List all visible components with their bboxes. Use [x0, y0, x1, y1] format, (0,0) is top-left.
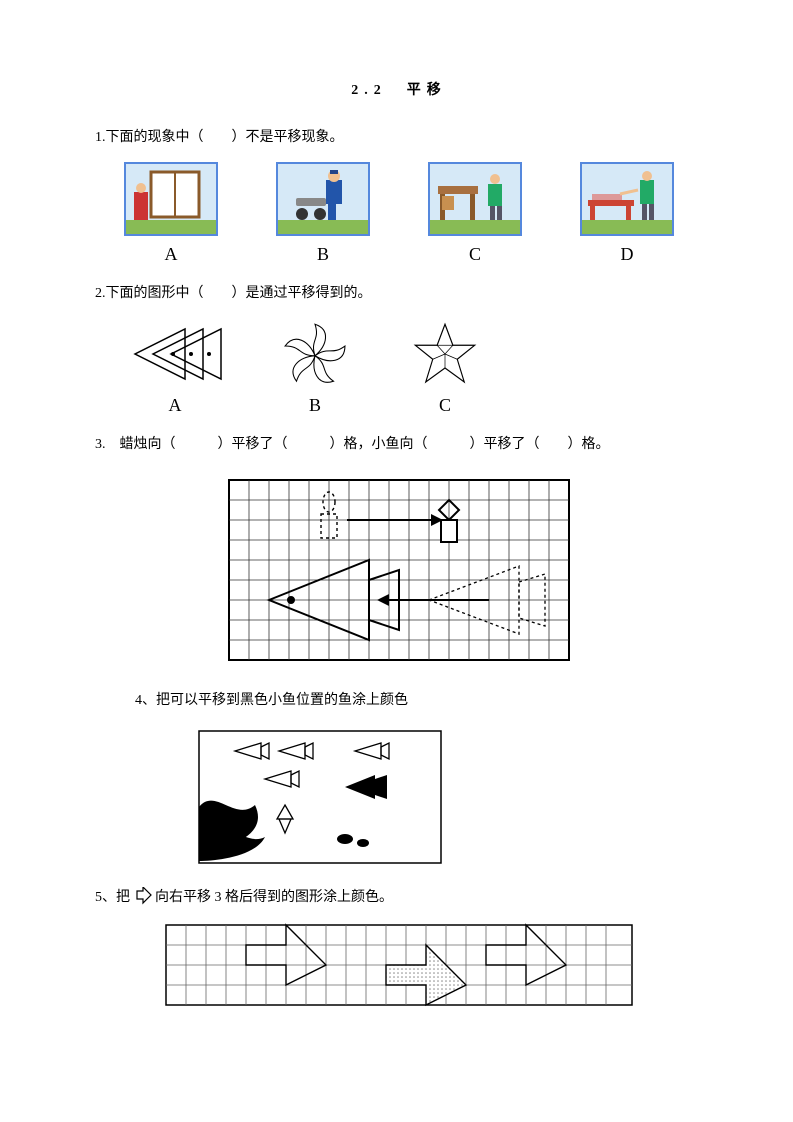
q2-choice-b: B — [275, 319, 355, 420]
q3-text: 3. 蜡烛向（ ）平移了（ ）格，小鱼向（ ）平移了（ ）格。 — [95, 434, 703, 456]
q1-img-c — [428, 162, 522, 236]
q2-img-b-flower — [275, 319, 355, 389]
q1-label-b: B — [276, 240, 370, 269]
q2-label-c: C — [405, 391, 485, 420]
page-title: 2.2 平移 — [95, 80, 703, 102]
q1-choice-c: C — [428, 162, 522, 269]
q1-img-d — [580, 162, 674, 236]
title-num: 2.2 — [351, 83, 387, 98]
q1-choice-b: B — [276, 162, 370, 269]
q4-image — [195, 727, 445, 867]
q1-choice-a: A — [124, 162, 218, 269]
q2-choice-a: A — [125, 319, 225, 420]
q1-label-d: D — [580, 240, 674, 269]
q2-img-a-triangles — [125, 319, 225, 389]
arrow-shape-icon — [134, 887, 152, 907]
q5-post: 向右平移 3 格后得到的图形涂上颜色。 — [155, 890, 393, 905]
q1-choices: A B — [95, 162, 703, 269]
q2-text: 2.下面的图形中（ ）是通过平移得到的。 — [95, 283, 703, 305]
q1-img-b — [276, 162, 370, 236]
q5-grid-image — [164, 923, 634, 1008]
q1-choice-d: D — [580, 162, 674, 269]
q1-text: 1.下面的现象中（ ）不是平移现象。 — [95, 127, 703, 149]
q3-grid-image — [219, 470, 579, 670]
q2-label-a: A — [125, 391, 225, 420]
q5-pre: 5、把 — [95, 890, 130, 905]
q5-text: 5、把 向右平移 3 格后得到的图形涂上颜色。 — [95, 887, 703, 909]
q1-label-a: A — [124, 240, 218, 269]
q1-label-c: C — [428, 240, 522, 269]
q2-choices: A B C — [95, 319, 703, 420]
q4-text: 4、把可以平移到黑色小鱼位置的鱼涂上颜色 — [95, 690, 703, 712]
q2-img-c-star — [405, 319, 485, 389]
title-text: 平移 — [407, 83, 447, 98]
q1-img-a — [124, 162, 218, 236]
q2-choice-c: C — [405, 319, 485, 420]
q2-label-b: B — [275, 391, 355, 420]
